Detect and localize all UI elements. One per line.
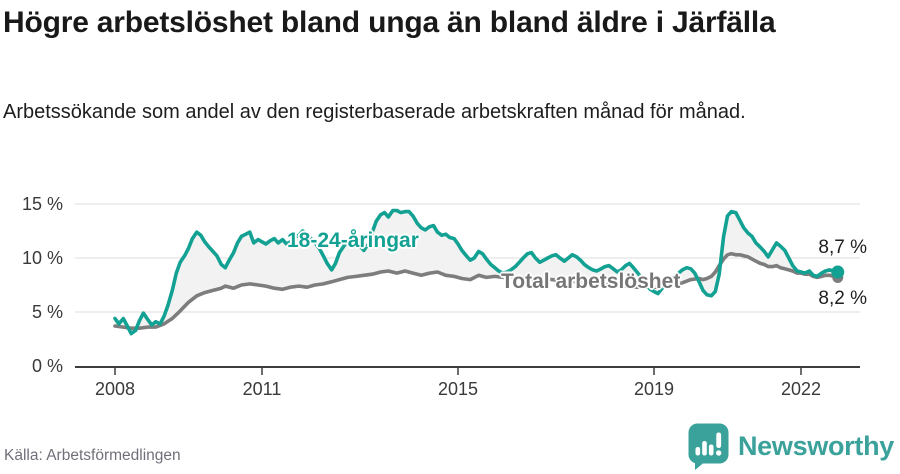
newsworthy-logo: Newsworthy [688, 420, 894, 472]
end-dot-young [831, 265, 845, 279]
series-label-total: Total arbetslöshet [501, 270, 681, 293]
chart-title: Högre arbetslöshet bland unga än bland ä… [3, 6, 776, 39]
series-line-total [113, 251, 840, 330]
y-tick-label: 0 % [32, 356, 63, 376]
x-tick-label: 2011 [243, 379, 282, 399]
source-note: Källa: Arbetsförmedlingen [4, 447, 181, 464]
series-line-young [113, 208, 840, 336]
area-band [115, 210, 838, 334]
newsworthy-logo-icon [688, 423, 729, 470]
x-tick-label: 2015 [438, 379, 478, 399]
series-label-young: 18-24-åringar [287, 229, 419, 252]
x-tick-label: 2019 [634, 379, 674, 399]
line-chart-canvas: 0 % 5 % 10 % 15 % 2008 2011 2015 2019 2022 [22, 194, 860, 399]
y-tick-label: 10 % [22, 248, 63, 268]
y-tick-label: 5 % [32, 302, 63, 322]
end-value-label-total: 8,2 % [818, 288, 867, 309]
newsworthy-wordmark: Newsworthy [737, 430, 894, 461]
x-tick-label: 2022 [781, 379, 821, 399]
y-tick-label: 15 % [22, 194, 63, 214]
chart-subtitle: Arbetssökande som andel av den registerb… [3, 101, 746, 123]
x-tick-label: 2008 [95, 379, 135, 399]
end-value-label-young: 8,7 % [818, 237, 867, 258]
